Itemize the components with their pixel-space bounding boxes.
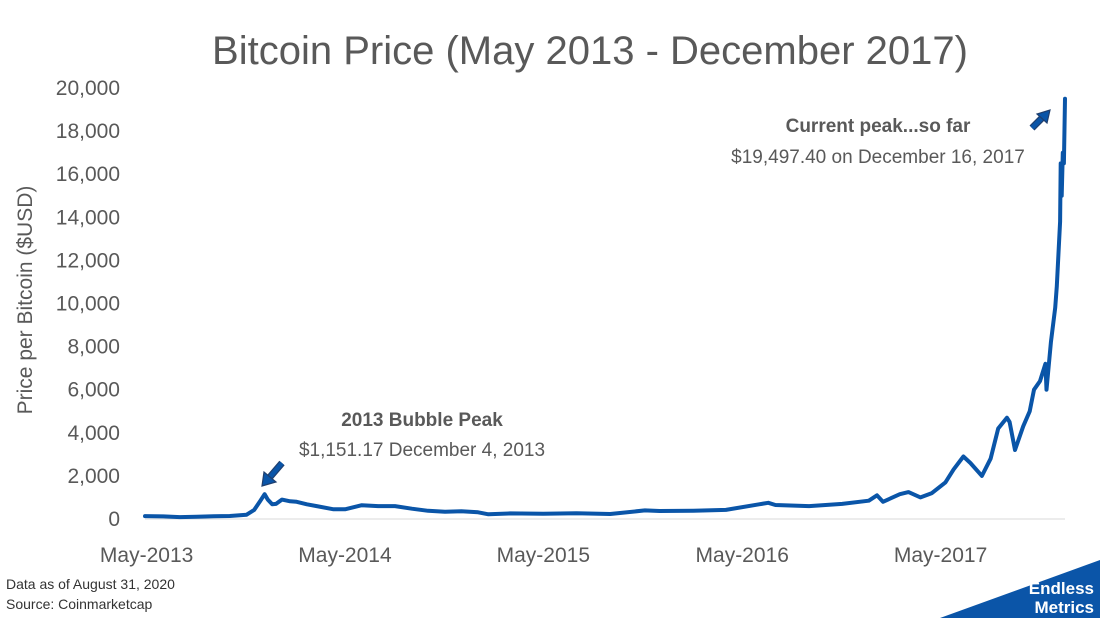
- brand-logo: Endless Metrics: [940, 560, 1100, 618]
- bubble-peak-title: 2013 Bubble Peak: [341, 410, 503, 431]
- current-peak-arrow-icon: [1029, 109, 1051, 131]
- y-tick-label: 18,000: [56, 120, 120, 143]
- x-tick-label: May-2014: [298, 544, 392, 567]
- brand-corner-shape: [940, 560, 1100, 618]
- current-peak-title: Current peak...so far: [786, 116, 971, 137]
- y-tick-label: 6,000: [67, 379, 120, 402]
- footnote-date: Data as of August 31, 2020: [6, 576, 175, 592]
- x-tick-label: May-2015: [497, 544, 590, 567]
- footnote-source: Source: Coinmarketcap: [6, 596, 153, 612]
- y-tick-label: 8,000: [67, 336, 120, 359]
- x-axis-ticks: May-2013 May-2014 May-2015 May-2016 May-2017: [100, 544, 987, 567]
- y-tick-label: 14,000: [56, 206, 120, 229]
- y-tick-label: 2,000: [67, 465, 120, 488]
- y-axis-ticks: 0 2,000 4,000 6,000 8,000 10,000 12,000 14,000 1…: [56, 77, 120, 531]
- current-peak-detail: $19,497.40 on December 16, 2017: [731, 147, 1025, 168]
- y-tick-label: 12,000: [56, 249, 120, 272]
- y-axis-label: Price per Bitcoin ($USD): [14, 186, 37, 415]
- bubble-peak-arrow-icon: [261, 460, 285, 487]
- y-tick-label: 16,000: [56, 163, 120, 186]
- brand-line-2: Metrics: [1034, 598, 1094, 617]
- y-tick-label: 20,000: [56, 77, 120, 100]
- x-tick-label: May-2017: [894, 544, 987, 567]
- y-tick-label: 4,000: [67, 422, 120, 445]
- brand-line-1: Endless: [1029, 579, 1094, 598]
- price-series-line: [143, 96, 1067, 520]
- chart-title: Bitcoin Price (May 2013 - December 2017): [212, 29, 968, 73]
- x-tick-label: May-2013: [100, 544, 193, 567]
- x-tick-label: May-2016: [696, 544, 789, 567]
- y-tick-label: 0: [108, 508, 120, 531]
- y-tick-label: 10,000: [56, 293, 120, 316]
- bubble-peak-detail: $1,151.17 December 4, 2013: [299, 440, 545, 461]
